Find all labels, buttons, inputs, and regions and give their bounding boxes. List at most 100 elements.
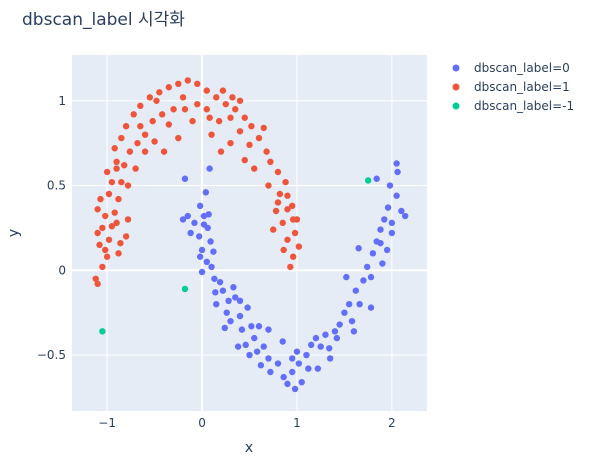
data-point — [350, 328, 358, 335]
data-point — [265, 326, 272, 333]
data-point — [170, 106, 177, 113]
data-point — [108, 223, 116, 230]
data-point — [225, 297, 232, 305]
data-point — [377, 239, 384, 247]
data-point — [367, 304, 375, 311]
data-point — [115, 195, 122, 203]
data-point — [236, 312, 244, 320]
legend: dbscan_label=0 dbscan_label=1 dbscan_label… — [452, 61, 575, 113]
data-point — [289, 216, 297, 223]
data-point — [230, 284, 237, 291]
data-point — [364, 177, 372, 184]
data-point — [333, 334, 341, 342]
data-point — [215, 117, 223, 125]
data-point — [141, 148, 149, 155]
data-point — [208, 131, 215, 138]
data-point — [115, 250, 122, 257]
data-point — [279, 338, 286, 345]
data-point — [248, 323, 255, 330]
data-point — [401, 212, 409, 220]
data-point — [126, 148, 134, 155]
data-point — [251, 334, 258, 342]
data-point — [103, 168, 111, 176]
data-point — [274, 199, 282, 206]
data-point — [393, 192, 400, 199]
data-point — [122, 123, 130, 130]
legend-item[interactable]: dbscan_label=-1 — [452, 99, 575, 113]
data-point — [381, 216, 388, 223]
legend-label: dbscan_label=0 — [474, 61, 570, 75]
data-point — [352, 287, 360, 294]
y-axis-title: y — [6, 229, 22, 237]
data-point — [203, 258, 210, 266]
data-point — [386, 182, 394, 189]
data-point — [312, 334, 320, 342]
series-0 — [179, 160, 409, 393]
data-point — [196, 202, 204, 210]
data-point — [393, 160, 400, 167]
data-point — [388, 219, 396, 227]
data-point — [187, 229, 194, 237]
data-point — [118, 134, 125, 142]
data-point — [298, 378, 305, 386]
data-point — [255, 323, 263, 330]
y-tick-label: 1 — [58, 94, 66, 108]
data-point — [219, 87, 227, 94]
legend-item[interactable]: dbscan_label=0 — [452, 61, 570, 75]
data-point — [246, 141, 253, 149]
legend-item[interactable]: dbscan_label=1 — [452, 80, 570, 94]
data-point — [260, 124, 267, 132]
data-point — [213, 301, 220, 308]
x-axis-title: x — [245, 440, 253, 456]
data-point — [175, 80, 182, 88]
data-point — [206, 165, 213, 172]
data-point — [219, 287, 227, 294]
data-point — [121, 161, 128, 169]
data-point — [151, 138, 158, 145]
data-point — [248, 123, 255, 130]
y-tick-label: 0 — [58, 263, 66, 277]
data-point — [208, 263, 215, 271]
data-point — [289, 368, 296, 376]
legend-label: dbscan_label=1 — [474, 80, 570, 94]
data-point — [113, 158, 120, 165]
data-point — [189, 117, 196, 125]
data-point — [213, 94, 220, 101]
data-point — [284, 380, 291, 388]
data-point — [364, 263, 371, 271]
data-point — [141, 131, 149, 138]
data-point — [317, 343, 324, 350]
legend-marker — [452, 102, 460, 110]
data-point — [113, 165, 120, 172]
data-point — [274, 360, 282, 367]
x-tick-label: 2 — [388, 416, 396, 430]
data-point — [204, 224, 211, 232]
data-point — [284, 236, 291, 243]
data-point — [280, 373, 287, 381]
data-point — [223, 309, 230, 316]
data-point — [99, 328, 106, 335]
data-point — [184, 212, 192, 220]
data-point — [326, 345, 333, 352]
data-point — [216, 278, 224, 286]
chart-title: dbscan_label 시각화 — [22, 10, 185, 30]
series-2 — [99, 177, 372, 335]
data-point — [384, 204, 392, 211]
data-point — [331, 328, 339, 335]
data-point — [99, 263, 106, 271]
data-point — [291, 229, 299, 237]
data-point — [360, 277, 367, 284]
data-point — [105, 236, 113, 243]
data-point — [137, 102, 144, 110]
data-point — [137, 123, 144, 130]
data-point — [194, 100, 201, 108]
data-point — [165, 84, 173, 91]
data-point — [94, 206, 101, 213]
data-point — [326, 355, 334, 362]
data-point — [111, 209, 118, 216]
data-point — [383, 246, 391, 254]
data-point — [303, 351, 310, 359]
data-point — [117, 239, 124, 247]
data-point — [113, 219, 120, 227]
